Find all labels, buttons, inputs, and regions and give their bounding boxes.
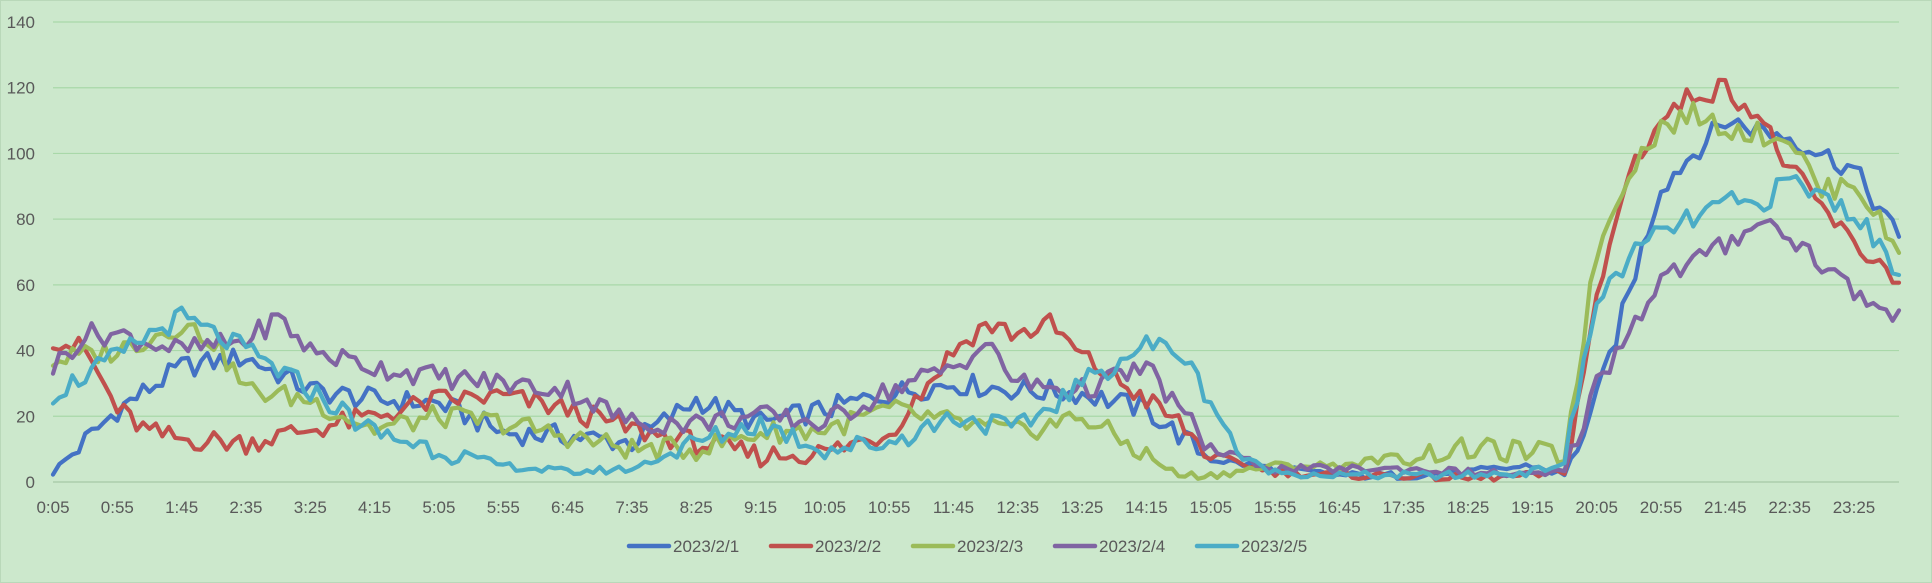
x-tick-label: 5:55: [487, 498, 520, 517]
legend-label: 2023/2/5: [1241, 537, 1307, 556]
x-tick-label: 12:35: [997, 498, 1040, 517]
legend-label: 2023/2/3: [957, 537, 1023, 556]
x-tick-label: 14:15: [1125, 498, 1168, 517]
x-tick-label: 20:05: [1575, 498, 1618, 517]
x-tick-label: 15:55: [1254, 498, 1297, 517]
y-tick-label: 0: [26, 473, 35, 492]
x-tick-label: 9:15: [744, 498, 777, 517]
x-tick-label: 21:45: [1704, 498, 1747, 517]
legend-label: 2023/2/4: [1099, 537, 1165, 556]
x-tick-label: 15:05: [1189, 498, 1232, 517]
y-tick-label: 80: [16, 210, 35, 229]
x-tick-label: 0:55: [101, 498, 134, 517]
x-tick-label: 22:35: [1768, 498, 1811, 517]
y-tick-label: 40: [16, 342, 35, 361]
x-tick-label: 11:45: [933, 498, 974, 517]
x-tick-label: 2:35: [229, 498, 262, 517]
series-lines: [50, 77, 1902, 483]
x-tick-label: 3:25: [294, 498, 327, 517]
x-tick-label: 0:05: [36, 498, 69, 517]
series-line-2023-2-4: [50, 217, 1902, 479]
x-tick-label: 17:35: [1382, 498, 1425, 517]
x-tick-label: 6:45: [551, 498, 584, 517]
y-tick-label: 120: [7, 79, 35, 98]
series-line-2023-2-5: [50, 174, 1902, 481]
y-tick-label: 20: [16, 407, 35, 426]
x-tick-label: 7:35: [615, 498, 648, 517]
x-tick-label: 23:25: [1833, 498, 1876, 517]
x-tick-label: 16:45: [1318, 498, 1361, 517]
legend: 2023/2/1 2023/2/2 2023/2/3 2023/2/4 2023/2/5: [626, 537, 1307, 556]
y-tick-label: 60: [16, 276, 35, 295]
series-line-2023-2-1: [50, 117, 1902, 481]
x-tick-label: 13:25: [1061, 498, 1104, 517]
x-tick-label: 1:45: [165, 498, 198, 517]
x-tick-label: 5:05: [422, 498, 455, 517]
x-tick-label: 8:25: [680, 498, 713, 517]
x-tick-label: 18:25: [1447, 498, 1490, 517]
x-tick-label: 10:55: [868, 498, 911, 517]
y-tick-label: 140: [7, 13, 35, 32]
x-tick-label: 4:15: [358, 498, 391, 517]
legend-label: 2023/2/1: [673, 537, 739, 556]
axes: 0 20 40 60 80 100 120 140 0:05 0:55 1:45 2:35 3:25 4:…: [7, 13, 1876, 517]
x-tick-label: 20:55: [1640, 498, 1683, 517]
x-tick-label: 10:05: [804, 498, 847, 517]
legend-label: 2023/2/2: [815, 537, 881, 556]
y-tick-label: 100: [7, 144, 35, 163]
x-tick-label: 19:15: [1511, 498, 1554, 517]
